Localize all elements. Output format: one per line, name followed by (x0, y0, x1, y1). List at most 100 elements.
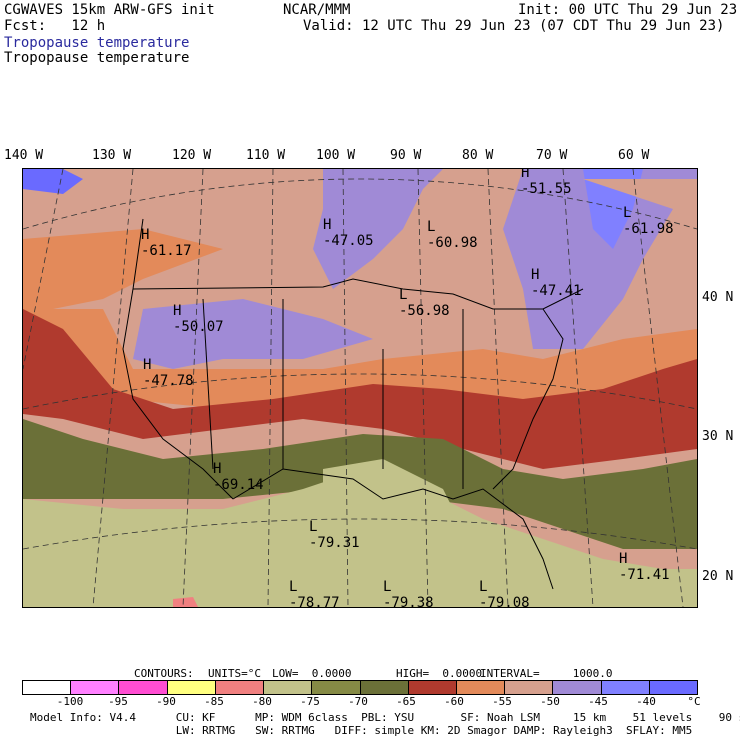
pressure-center-label: L -78.77 (289, 579, 340, 608)
pressure-center-label: H -47.41 (531, 267, 582, 299)
center-value: -61.98 (623, 221, 674, 237)
center-value: -60.98 (427, 235, 478, 251)
lon-label: 120 W (172, 148, 212, 163)
colorbar-tick: -75 (300, 695, 320, 708)
center-value: -56.98 (399, 303, 450, 319)
center-mark: H (141, 227, 150, 243)
center-mark: H (143, 357, 152, 373)
field-title-secondary: Tropopause temperature (4, 50, 190, 66)
colorbar-swatch (505, 681, 554, 694)
colorbar-tick: -90 (156, 695, 176, 708)
center-value: -61.17 (141, 243, 192, 259)
contours-label: CONTOURS: (134, 667, 194, 680)
lon-label: 130 W (92, 148, 132, 163)
center-value: -47.41 (531, 283, 582, 299)
center-value: -47.05 (323, 233, 374, 249)
lon-label: 110 W (246, 148, 286, 163)
center-value: -78.77 (289, 595, 340, 608)
lon-label: 140 W (4, 148, 44, 163)
tropopause-temperature-map: H -51.55 L -61.98 H -47.05 L -60.98 H -61.17 … (22, 168, 698, 608)
colorbar-swatch (456, 681, 506, 694)
model-info-line2: LW: RRTMG SW: RRTMG DIFF: simple KM: 2D … (30, 724, 693, 737)
colorbar-units: °C (687, 695, 701, 708)
colorbar-swatch (649, 681, 698, 694)
center-mark: L (479, 579, 488, 595)
colorbar-swatch (408, 681, 457, 694)
colorbar-tick: -45 (588, 695, 608, 708)
center-mark: L (427, 219, 436, 235)
pressure-center-label: L -79.08 (479, 579, 530, 608)
field-title-primary: Tropopause temperature (4, 35, 190, 51)
center-mark: H (619, 551, 628, 567)
center-mark: L (383, 579, 392, 595)
init-time: Init: 00 UTC Thu 29 Jun 23 (518, 2, 738, 18)
colorbar-tick: -95 (108, 695, 128, 708)
center-value: -51.55 (521, 181, 572, 197)
model-info-line1: Model Info: V4.4 CU: KF MP: WDM 6class P… (30, 711, 740, 724)
pressure-center-label: H -50.07 (173, 303, 224, 335)
colorbar-swatch (553, 681, 602, 694)
contours-interval: INTERVAL= 1000.0 (480, 667, 613, 680)
colorbar-swatch (601, 681, 650, 694)
colorbar-swatch (215, 681, 265, 694)
valid-time: Valid: 12 UTC Thu 29 Jun 23 (07 CDT Thu … (303, 18, 725, 34)
pressure-center-label: H -47.05 (323, 217, 374, 249)
colorbar-tick: -100 (56, 695, 84, 708)
colorbar-swatch (23, 681, 72, 694)
pressure-center-label: L -79.31 (309, 519, 360, 551)
colorbar-swatch (360, 681, 409, 694)
center-mark: L (289, 579, 298, 595)
pressure-center-label: L -56.98 (399, 287, 450, 319)
center-value: -69.14 (213, 477, 264, 493)
lon-label: 100 W (316, 148, 356, 163)
center-mark: H (521, 168, 530, 181)
lon-label: 90 W (390, 148, 422, 163)
lat-label: 30 N (702, 429, 734, 444)
contours-low: LOW= 0.0000 (272, 667, 352, 680)
contours-high: HIGH= 0.0000 (396, 667, 483, 680)
colorbar-swatch (167, 681, 216, 694)
center-mark: L (399, 287, 408, 303)
institution-label: NCAR/MMM (283, 2, 351, 18)
pressure-center-label: L -61.98 (623, 205, 674, 237)
center-value: -79.38 (383, 595, 434, 608)
colorbar-tick: -60 (444, 695, 464, 708)
center-value: -47.78 (143, 373, 194, 389)
center-value: -71.41 (619, 567, 670, 583)
pressure-center-label: L -60.98 (427, 219, 478, 251)
pressure-center-label: H -71.41 (619, 551, 670, 583)
center-value: -79.31 (309, 535, 360, 551)
center-mark: H (173, 303, 182, 319)
lon-label: 70 W (536, 148, 568, 163)
center-mark: L (309, 519, 318, 535)
colorbar-swatch (312, 681, 361, 694)
center-value: -50.07 (173, 319, 224, 335)
lat-label: 20 N (702, 569, 734, 584)
colorbar-tick: -55 (492, 695, 512, 708)
lon-label: 60 W (618, 148, 650, 163)
colorbar-tick: -85 (204, 695, 224, 708)
center-value: -79.08 (479, 595, 530, 608)
colorbar-tick: -50 (540, 695, 560, 708)
temperature-colorbar (22, 680, 698, 695)
lon-label: 80 W (462, 148, 494, 163)
center-mark: H (323, 217, 332, 233)
center-mark: L (623, 205, 632, 221)
map-fill (23, 169, 697, 607)
colorbar-tick: -80 (252, 695, 272, 708)
colorbar-swatch (119, 681, 168, 694)
colorbar-swatch (71, 681, 120, 694)
center-mark: H (531, 267, 540, 283)
lat-label: 40 N (702, 290, 734, 305)
model-title: CGWAVES 15km ARW-GFS init (4, 2, 215, 18)
forecast-hour: Fcst: 12 h (4, 18, 106, 34)
contours-units: UNITS=°C (208, 667, 261, 680)
pressure-center-label: H -47.78 (143, 357, 194, 389)
pressure-center-label: H -69.14 (213, 461, 264, 493)
colorbar-tick: -70 (348, 695, 368, 708)
pressure-center-label: L -79.38 (383, 579, 434, 608)
pressure-center-label: H -51.55 (521, 168, 572, 197)
colorbar-tick: -40 (636, 695, 656, 708)
pressure-center-label: H -61.17 (141, 227, 192, 259)
colorbar-tick: -65 (396, 695, 416, 708)
